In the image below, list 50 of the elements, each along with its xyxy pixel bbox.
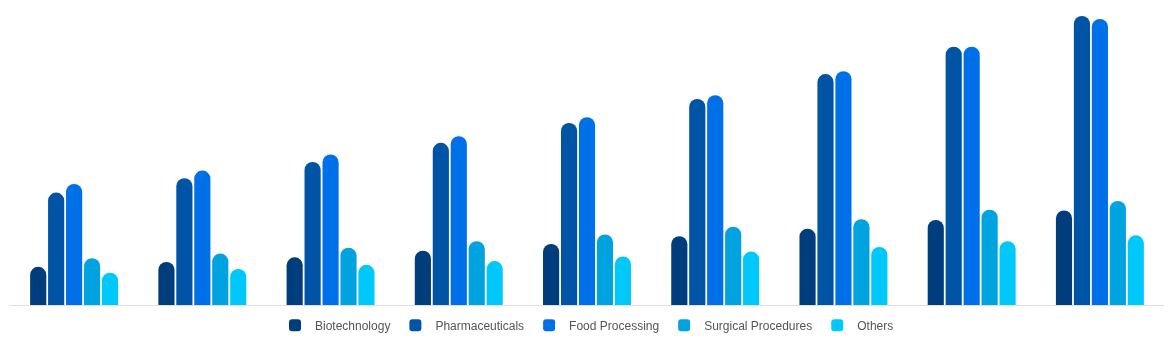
bar [743,251,760,305]
bar [48,192,65,305]
bar [66,183,83,305]
bar [1109,200,1126,305]
bar [230,268,247,305]
bar [835,71,852,305]
bar [596,234,614,305]
bar [30,266,47,305]
legend-label: Pharmaceuticals [435,318,525,333]
bar [1073,16,1091,305]
bar [963,46,980,305]
bar [358,264,375,305]
legend-label: Food Processing [569,318,660,333]
bar [450,136,467,305]
bar [927,220,944,305]
bar [194,170,211,305]
legend-label: Biotechnology [315,318,391,333]
bar [981,209,998,305]
bar [83,258,101,305]
bar [101,272,119,305]
bar [999,241,1016,305]
bar [1055,210,1073,305]
bar [945,46,962,305]
bar [560,122,578,305]
bar [286,257,303,305]
bar [707,95,724,305]
bar [853,219,870,305]
bar [689,98,706,305]
bar [817,74,834,305]
bar [799,228,816,305]
bar [871,246,888,305]
bar [432,142,449,305]
bar [158,261,175,305]
bar [543,244,560,305]
legend-label: Others [857,318,894,333]
bar [176,178,193,305]
bar [414,250,431,305]
bar [578,117,596,305]
bar [322,154,339,305]
bar [671,236,688,305]
bar [304,161,321,305]
legend-label: Surgical Procedures [704,318,813,333]
bar [468,241,485,305]
bar [1127,235,1144,305]
bar [1091,18,1108,305]
bar [212,253,229,305]
bar [725,226,742,305]
bar [340,247,357,305]
bar [486,261,503,305]
bar [614,256,631,305]
